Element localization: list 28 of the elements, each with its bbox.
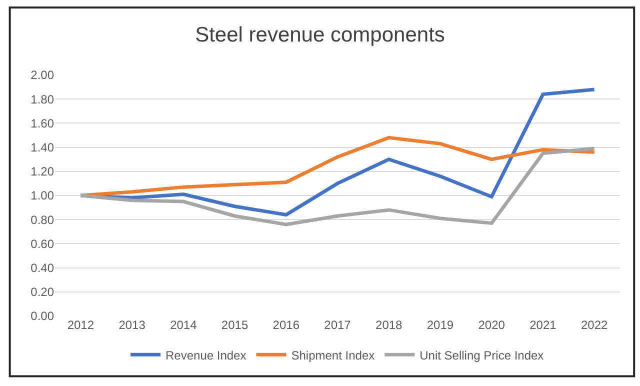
x-tick-label: 2016 [272, 318, 300, 332]
y-tick-label: 1.60 [30, 116, 54, 130]
y-tick-label: 2.00 [30, 68, 54, 82]
x-tick-label: 2015 [221, 318, 248, 332]
x-tick-label: 2012 [67, 318, 94, 332]
y-tick-label: 0.40 [30, 261, 54, 275]
x-tick-label: 2018 [376, 318, 403, 332]
y-tick-label: 0.20 [30, 285, 54, 300]
x-tick-label: 2022 [580, 318, 608, 332]
x-tick-label: 2021 [530, 318, 557, 332]
y-tick-label: 0.60 [30, 236, 54, 251]
x-tick-label: 2014 [170, 318, 198, 332]
y-tick-label: 0.00 [30, 309, 54, 324]
y-tick-label: 1.20 [30, 164, 54, 179]
x-tick-label: 2019 [426, 318, 454, 332]
x-tick-label: 2020 [478, 318, 506, 332]
line-series [78, 136, 596, 198]
chart-title: Steel revenue components [195, 24, 445, 47]
legend-label: Shipment Index [291, 348, 375, 362]
y-tick-label: 1.00 [30, 188, 54, 203]
y-tick-label: 1.80 [30, 92, 54, 106]
y-tick-label: 1.40 [30, 140, 54, 154]
line-series [78, 146, 596, 226]
x-tick-label: 2013 [118, 318, 146, 332]
legend-label: Revenue Index [166, 348, 246, 362]
legend-label: Unit Selling Price Index [420, 348, 544, 362]
y-tick-label: 0.80 [30, 212, 54, 227]
x-tick-label: 2017 [324, 318, 352, 332]
